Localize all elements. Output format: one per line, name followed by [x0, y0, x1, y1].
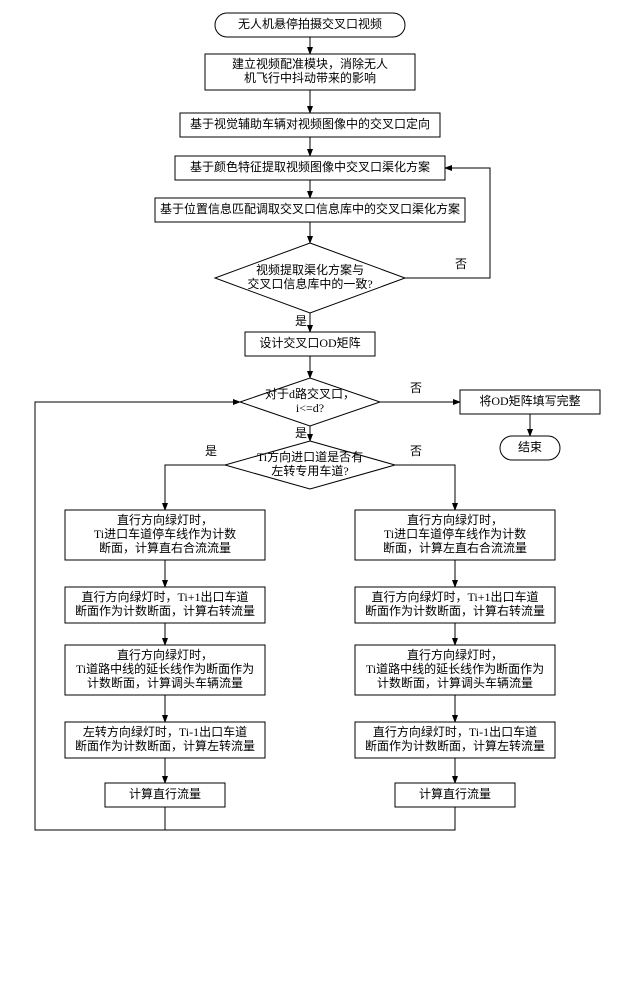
- edge-label: 否: [410, 381, 422, 395]
- node-text: Ti道路中线的延长线作为断面作为: [76, 661, 254, 676]
- node-text: 无人机悬停拍摄交叉口视频: [238, 16, 382, 31]
- flow-node: 计算直行流量: [395, 783, 515, 807]
- node-text: 断面作为计数断面，计算左转流量: [365, 738, 545, 753]
- flow-node: 直行方向绿灯时，Ti+1出口车道断面作为计数断面，计算右转流量: [65, 587, 265, 623]
- node-text: 断面作为计数断面，计算左转流量: [75, 738, 255, 753]
- flow-node: 无人机悬停拍摄交叉口视频: [215, 13, 405, 37]
- node-text: Ti方向进口道是否有: [257, 449, 363, 464]
- node-text: Ti进口车道停车线作为计数: [94, 526, 236, 541]
- node-text: 直行方向绿灯时，Ti+1出口车道: [371, 589, 538, 604]
- node-text: 计数断面，计算调头车辆流量: [87, 675, 243, 690]
- flow-node: 计算直行流量: [105, 783, 225, 807]
- edge-label: 否: [410, 444, 422, 458]
- flow-edge: [405, 168, 490, 278]
- node-text: 机飞行中抖动带来的影响: [244, 70, 376, 85]
- flow-node: Ti方向进口道是否有左转专用车道?: [225, 441, 395, 489]
- node-text: 左转专用车道?: [271, 463, 348, 478]
- node-text: 断面，计算直右合流流量: [99, 540, 231, 555]
- flowchart-canvas: 否是否是是否无人机悬停拍摄交叉口视频建立视频配准模块，消除无人机飞行中抖动带来的…: [10, 10, 629, 990]
- node-text: 对于d路交叉口，: [265, 386, 355, 401]
- node-text: 计算直行流量: [419, 786, 491, 801]
- node-text: i<=d?: [296, 401, 324, 415]
- flow-edge: [165, 465, 225, 510]
- node-text: 断面，计算左直右合流流量: [383, 540, 527, 555]
- node-text: 基于位置信息匹配调取交叉口信息库中的交叉口渠化方案: [160, 201, 460, 216]
- flow-node: 结束: [500, 436, 560, 460]
- flow-node: 基于视觉辅助车辆对视频图像中的交叉口定向: [180, 113, 440, 137]
- node-text: 将OD矩阵填写完整: [479, 393, 580, 408]
- flow-node: 直行方向绿灯时，Ti+1出口车道断面作为计数断面，计算右转流量: [355, 587, 555, 623]
- flow-node: 直行方向绿灯时，Ti进口车道停车线作为计数断面，计算左直右合流流量: [355, 510, 555, 560]
- node-text: 直行方向绿灯时，: [407, 647, 503, 662]
- node-text: 直行方向绿灯时，: [117, 512, 213, 527]
- node-text: 计算直行流量: [129, 786, 201, 801]
- flow-node: 直行方向绿灯时，Ti道路中线的延长线作为断面作为计数断面，计算调头车辆流量: [65, 645, 265, 695]
- flow-node: 建立视频配准模块，消除无人机飞行中抖动带来的影响: [205, 54, 415, 90]
- node-text: 直行方向绿灯时，Ti+1出口车道: [81, 589, 248, 604]
- flow-node: 视频提取渠化方案与交叉口信息库中的一致?: [215, 243, 405, 313]
- node-text: 计数断面，计算调头车辆流量: [377, 675, 533, 690]
- node-text: 视频提取渠化方案与: [256, 262, 364, 277]
- edge-label: 否: [455, 257, 467, 271]
- node-text: 直行方向绿灯时，: [117, 647, 213, 662]
- edge-label: 是: [295, 314, 307, 328]
- flow-node: 对于d路交叉口，i<=d?: [240, 378, 380, 426]
- edge-label: 是: [205, 444, 217, 458]
- flow-node: 直行方向绿灯时，Ti-1出口车道断面作为计数断面，计算左转流量: [355, 722, 555, 758]
- node-text: 基于颜色特征提取视频图像中交叉口渠化方案: [190, 159, 430, 174]
- node-text: 建立视频配准模块，消除无人: [232, 56, 388, 71]
- node-text: 基于视觉辅助车辆对视频图像中的交叉口定向: [190, 116, 430, 131]
- edge-label: 是: [295, 426, 307, 440]
- node-text: 左转方向绿灯时，Ti-1出口车道: [83, 724, 247, 739]
- node-text: 交叉口信息库中的一致?: [247, 276, 372, 291]
- node-text: Ti道路中线的延长线作为断面作为: [366, 661, 544, 676]
- flow-node: 基于位置信息匹配调取交叉口信息库中的交叉口渠化方案: [155, 198, 465, 222]
- flow-node: 直行方向绿灯时，Ti道路中线的延长线作为断面作为计数断面，计算调头车辆流量: [355, 645, 555, 695]
- node-text: 断面作为计数断面，计算右转流量: [75, 603, 255, 618]
- flow-edge: [395, 465, 455, 510]
- node-text: 结束: [518, 440, 542, 454]
- node-text: 直行方向绿灯时，: [407, 512, 503, 527]
- flow-node: 左转方向绿灯时，Ti-1出口车道断面作为计数断面，计算左转流量: [65, 722, 265, 758]
- flow-node: 直行方向绿灯时，Ti进口车道停车线作为计数断面，计算直右合流流量: [65, 510, 265, 560]
- flow-node: 设计交叉口OD矩阵: [245, 332, 375, 356]
- node-text: 断面作为计数断面，计算右转流量: [365, 603, 545, 618]
- flow-node: 基于颜色特征提取视频图像中交叉口渠化方案: [175, 156, 445, 180]
- flow-node: 将OD矩阵填写完整: [460, 390, 600, 414]
- node-text: 设计交叉口OD矩阵: [259, 335, 360, 350]
- node-text: 直行方向绿灯时，Ti-1出口车道: [373, 724, 537, 739]
- node-text: Ti进口车道停车线作为计数: [384, 526, 526, 541]
